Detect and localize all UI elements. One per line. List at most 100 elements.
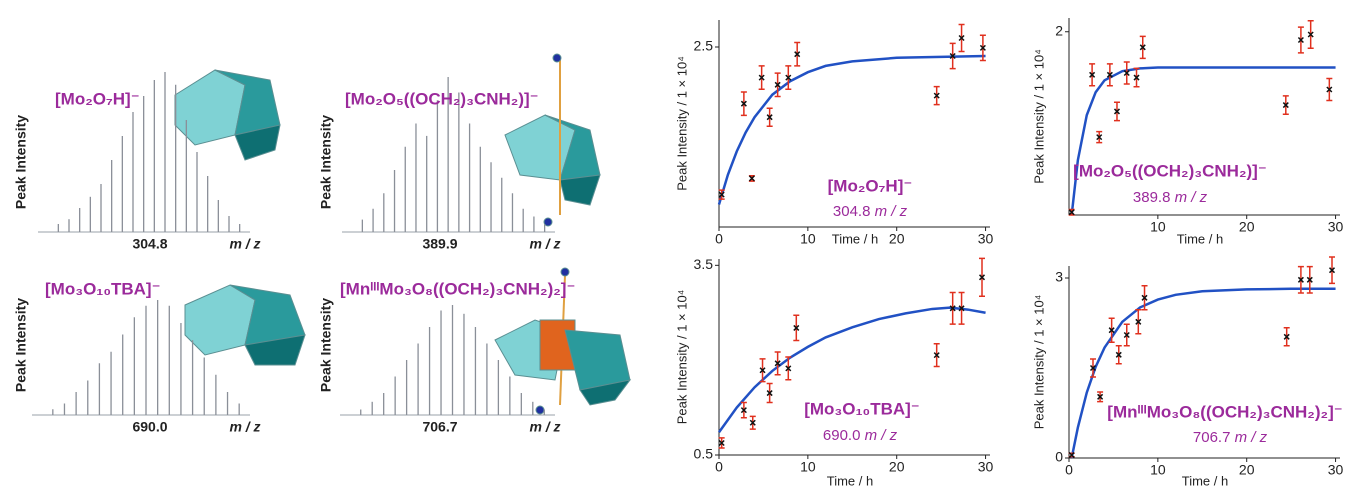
mz-label: 706.7 m / z [1193, 429, 1268, 446]
fit-line [717, 306, 986, 433]
x-tick-label: 10 [800, 231, 816, 247]
data-point [766, 114, 773, 121]
fit-line [717, 54, 986, 205]
mz-unit: m / z [1235, 429, 1268, 446]
species-label: [MnᴵᴵᴵMo₃O₈((OCH₂)₃CNH₂)₂]⁻ [1107, 402, 1342, 421]
mz-value: 304.8 [833, 203, 871, 220]
data-point [1096, 134, 1103, 141]
data-point [933, 352, 940, 359]
y-tick-label: 3.5 [694, 256, 714, 272]
data-point [1326, 86, 1333, 93]
mz-value: 706.7 [1193, 429, 1231, 446]
structure-1 [174, 69, 281, 161]
data-point [1106, 71, 1113, 78]
x-tick-label: 20 [1239, 462, 1255, 478]
data-point [785, 74, 792, 81]
data-point [718, 191, 725, 198]
data-point [1283, 333, 1290, 340]
x-axis-label: Time / h [827, 473, 873, 488]
mass-label: 690.0 [132, 419, 167, 435]
x-tick-label: 30 [1328, 462, 1344, 478]
data-point [1123, 69, 1130, 77]
data-point [978, 274, 986, 281]
data-point [793, 324, 800, 331]
species-label: [Mo₂O₇H]⁻ [55, 89, 140, 108]
data-point [766, 390, 773, 397]
y-axis-label: Peak Intensity / 1 × 10⁴ [674, 290, 689, 425]
fit-line [1070, 66, 1336, 216]
y-axis-label: Peak Intensity / 1 × 10⁴ [1031, 295, 1046, 430]
mz-label: 304.8 m / z [833, 203, 908, 220]
data-point [1306, 276, 1313, 283]
data-point [933, 92, 940, 99]
data-point [1282, 102, 1289, 109]
x-tick-label: 0 [715, 231, 723, 247]
data-point [1068, 451, 1075, 459]
data-point [758, 74, 765, 81]
x-tick-label: 20 [889, 459, 905, 475]
x-tick-label: 0 [1065, 462, 1073, 478]
species-label: [Mo₂O₇H]⁻ [828, 176, 913, 195]
data-point [949, 52, 956, 60]
data-point [1135, 318, 1142, 325]
structure-4 [494, 267, 632, 415]
x-tick-label: 10 [800, 459, 816, 475]
fit-line [1070, 287, 1336, 459]
data-point [979, 44, 986, 51]
mz-value: 690.0 [823, 427, 861, 444]
species-label: [Mo₃O₁₀TBA]⁻ [804, 399, 920, 418]
data-point [1297, 276, 1304, 283]
data-point [1097, 393, 1104, 400]
structure-3 [184, 284, 306, 366]
x-axis-label: Time / h [832, 231, 878, 246]
species-label: [Mo₂O₅((OCH₂)₃CNH₂)]⁻ [1073, 161, 1267, 180]
y-tick-label: 2.5 [694, 38, 714, 54]
data-point [1089, 364, 1097, 372]
y-tick-label: 3 [1055, 269, 1063, 285]
x-tick-label: 30 [1328, 219, 1344, 235]
mz-value: 389.8 [1133, 189, 1171, 206]
data-point [794, 51, 801, 58]
data-point [740, 407, 747, 414]
data-point [1115, 351, 1122, 358]
y-axis-label: Peak Intensity [13, 115, 29, 209]
x-unit: m / z [229, 236, 260, 252]
y-axis-label: Peak Intensity [318, 298, 334, 392]
data-point [958, 34, 965, 42]
data-point [740, 100, 747, 107]
species-label: [Mo₂O₅((OCH₂)₃CNH₂)]⁻ [345, 89, 539, 108]
y-axis-label: Peak Intensity / 1 × 10⁴ [1031, 49, 1046, 184]
data-point [749, 419, 756, 426]
mz-label: 389.8 m / z [1133, 189, 1208, 206]
data-point [718, 439, 725, 447]
mz-unit: m / z [865, 427, 898, 444]
x-tick-label: 20 [1239, 219, 1255, 235]
data-point [1297, 36, 1304, 44]
data-point [1307, 31, 1314, 38]
data-point [1139, 44, 1146, 51]
x-axis-label: Time / h [1182, 473, 1228, 488]
y-axis-label: Peak Intensity [13, 298, 29, 392]
structure-2 [504, 53, 601, 227]
y-tick-label: 0 [1055, 449, 1063, 465]
mz-unit: m / z [875, 203, 908, 220]
mz-unit: m / z [1175, 189, 1208, 206]
x-tick-label: 0 [715, 459, 723, 475]
data-point [958, 305, 965, 312]
data-point [759, 367, 766, 374]
data-point [1123, 331, 1130, 339]
x-tick-label: 10 [1150, 219, 1166, 235]
x-tick-label: 30 [978, 231, 994, 247]
x-tick-label: 30 [978, 459, 994, 475]
data-point [1089, 71, 1096, 78]
x-unit: m / z [529, 419, 560, 435]
y-tick-label: 2 [1055, 22, 1063, 38]
y-tick-label: 0.5 [694, 446, 714, 462]
data-point [774, 81, 781, 88]
mass-label: 389.9 [422, 236, 457, 252]
species-label: [Mo₃O₁₀TBA]⁻ [45, 279, 161, 298]
data-point [1133, 74, 1140, 81]
x-tick-label: 10 [1150, 462, 1166, 478]
data-point [1068, 209, 1075, 216]
